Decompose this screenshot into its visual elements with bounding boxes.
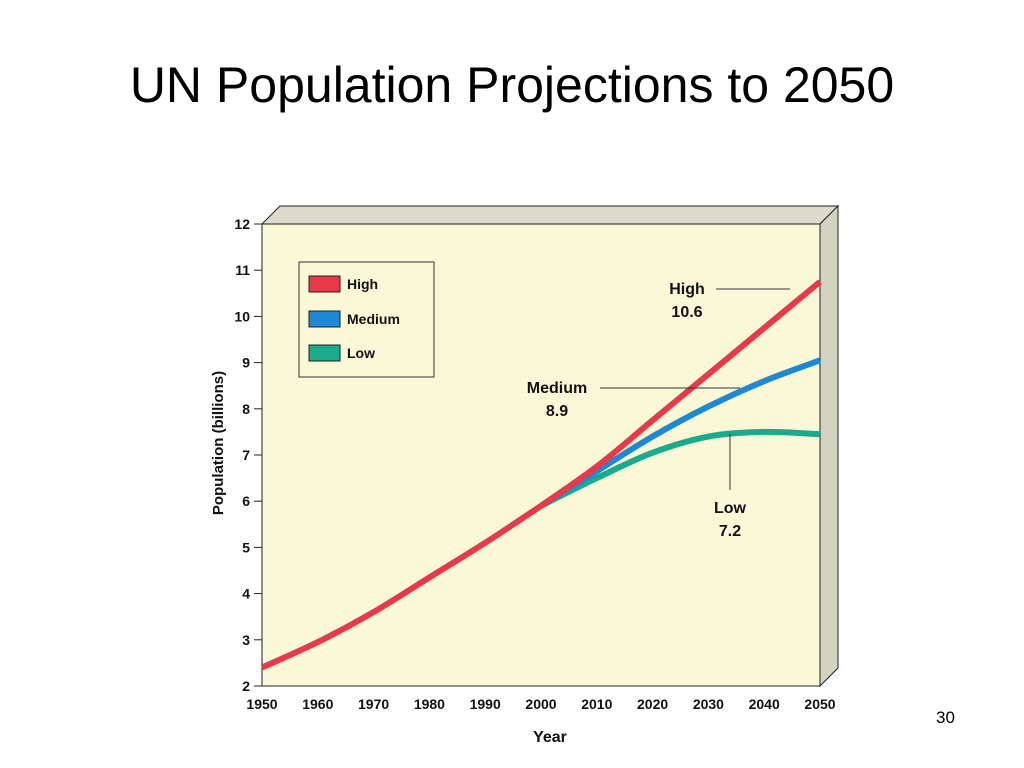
x-tick-label: 2030 bbox=[693, 696, 724, 712]
x-tick-label: 1950 bbox=[246, 696, 277, 712]
y-tick-label: 5 bbox=[242, 539, 250, 555]
annotation-low: Low 7.2 bbox=[714, 434, 747, 540]
legend-swatch-medium bbox=[308, 310, 341, 328]
y-tick-label: 3 bbox=[242, 632, 250, 648]
x-tick-label: 2050 bbox=[804, 696, 835, 712]
annotation-medium-label: Medium bbox=[527, 380, 587, 397]
slide-title: UN Population Projections to 2050 bbox=[129, 57, 895, 113]
x-tick-label: 2040 bbox=[749, 696, 780, 712]
annotation-high-value: 10.6 bbox=[671, 304, 702, 321]
chart-frame-top bbox=[260, 205, 840, 225]
y-tick-label: 9 bbox=[242, 355, 250, 371]
annotation-high-label: High bbox=[669, 281, 705, 298]
annotation-high: High 10.6 bbox=[669, 281, 790, 321]
y-tick-label: 4 bbox=[242, 586, 250, 602]
legend-label-low: Low bbox=[347, 345, 375, 361]
y-tick-label: 7 bbox=[242, 447, 250, 463]
y-tick-label: 10 bbox=[234, 308, 250, 324]
series-line-historical bbox=[260, 503, 543, 671]
series-line-low bbox=[539, 428, 821, 509]
chart-frame-side bbox=[819, 204, 839, 688]
x-axis: 1950 1960 1970 1980 1990 2000 2010 2020 2030 2040… bbox=[246, 696, 835, 712]
annotation-low-label: Low bbox=[714, 500, 747, 517]
x-tick-label: 2010 bbox=[581, 696, 612, 712]
x-axis-title: Year bbox=[533, 729, 567, 746]
y-tick-label: 11 bbox=[235, 262, 250, 278]
annotation-medium-value: 8.9 bbox=[546, 403, 568, 420]
legend-label-high: High bbox=[347, 276, 378, 292]
annotation-medium: Medium 8.9 bbox=[527, 380, 740, 420]
x-tick-label: 1960 bbox=[302, 696, 333, 712]
series-line-high bbox=[539, 279, 822, 509]
x-tick-label: 1980 bbox=[414, 696, 445, 712]
series-lines bbox=[260, 279, 822, 671]
legend-swatch-high bbox=[308, 275, 341, 293]
annotation-low-value: 7.2 bbox=[719, 523, 741, 540]
page-number: 30 bbox=[936, 708, 955, 727]
x-tick-label: 2020 bbox=[637, 696, 668, 712]
y-axis: 2 3 4 5 6 7 8 9 10 11 12 bbox=[234, 216, 262, 694]
y-tick-label: 8 bbox=[242, 401, 250, 417]
y-axis-title: Population (billions) bbox=[210, 371, 227, 515]
x-tick-label: 1970 bbox=[358, 696, 389, 712]
x-tick-label: 2000 bbox=[525, 696, 556, 712]
y-tick-label: 6 bbox=[242, 493, 250, 509]
x-tick-label: 1990 bbox=[470, 696, 501, 712]
legend: High Medium Low bbox=[298, 261, 435, 378]
legend-label-medium: Medium bbox=[347, 311, 400, 327]
y-tick-label: 2 bbox=[242, 678, 250, 694]
y-tick-label: 12 bbox=[234, 216, 250, 232]
legend-swatch-low bbox=[308, 344, 341, 362]
